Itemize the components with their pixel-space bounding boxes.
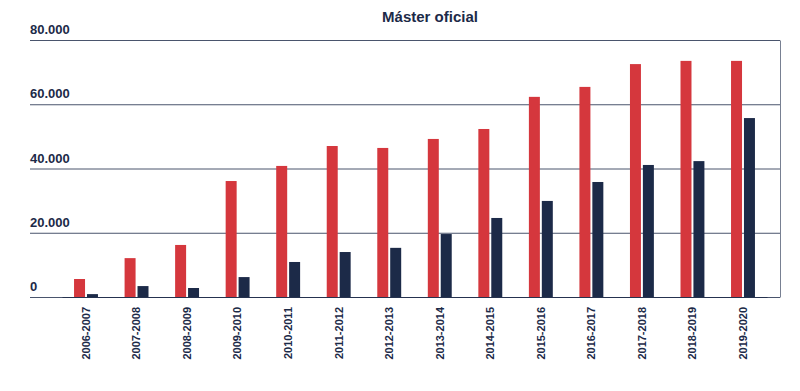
bar [478,129,489,297]
bar [138,286,149,297]
x-tick: 2013-2014 [434,297,446,360]
y-tick-label: 0 [30,279,37,294]
bar [125,258,136,297]
x-tick: 2014-2015 [484,297,496,360]
y-tick: 40.000 [30,151,780,170]
x-tick: 2019-2020 [737,297,749,360]
x-tick: 2017-2018 [636,297,648,360]
x-tick: 2018-2019 [686,297,698,360]
x-tick: 2006-2007 [80,297,92,360]
x-tick-label: 2013-2014 [434,306,446,359]
x-tick-label: 2016-2017 [585,307,597,360]
x-axis: 2006-2007 2007-2008 2008-2009 2009-2010 2010… [63,297,768,360]
y-tick-label: 80.000 [30,22,70,37]
x-tick-label: 2017-2018 [636,307,648,360]
bar [87,294,98,297]
y-tick-label: 60.000 [30,86,70,101]
chart: Máster oficial 0 20.000 40.000 60.000 80.000 2… [0,0,800,391]
x-tick: 2015-2016 [535,297,547,360]
x-tick-label: 2010-2011 [282,307,294,359]
x-tick-label: 2018-2019 [686,307,698,360]
x-tick: 2016-2017 [585,297,597,360]
bar [377,148,388,297]
grid-line [30,233,780,234]
bar [226,181,237,297]
bar [74,279,85,297]
bar [542,201,553,297]
bar [289,262,300,297]
y-axis: 0 20.000 40.000 60.000 80.000 [30,22,781,298]
series [87,118,755,297]
bar [276,166,287,297]
title: Máster oficial [382,8,478,25]
bar [327,146,338,297]
x-tick-label: 2012-2013 [383,307,395,360]
y-tick: 0 [30,279,780,298]
x-tick: 2008-2009 [181,297,193,360]
bar [529,97,540,297]
x-tick: 2009-2010 [231,297,243,360]
bar [731,61,742,297]
y-tick-label: 40.000 [30,151,70,166]
bar [744,118,755,297]
bar [630,64,641,297]
x-tick-label: 2011-2012 [333,307,345,359]
x-tick-label: 2009-2010 [231,307,243,360]
bar [441,234,452,297]
x-tick-label: 2007-2008 [130,307,142,360]
x-tick-label: 2008-2009 [181,307,193,360]
bar [491,218,502,297]
grid-line [30,169,780,170]
bar [175,245,186,297]
x-tick-label: 2014-2015 [484,307,496,360]
bar [693,161,704,297]
grid-line [30,297,780,298]
x-tick: 2012-2013 [383,297,395,360]
x-tick: 2011-2012 [333,297,345,359]
bar [643,165,654,297]
bar [579,87,590,297]
y-tick: 20.000 [30,215,780,234]
bar [680,61,691,297]
x-tick-label: 2019-2020 [737,307,749,360]
bar [390,248,401,297]
series [74,61,742,297]
y-tick-label: 20.000 [30,215,70,230]
x-axis-line [63,297,768,298]
bars [74,61,755,297]
grid-line [30,104,780,105]
bar [239,277,250,297]
bar [428,139,439,297]
x-tick-label: 2015-2016 [535,307,547,360]
bar [188,288,199,297]
bar [340,252,351,297]
y-axis-line [780,41,781,298]
x-tick-label: 2006-2007 [80,307,92,360]
grid-line [30,40,780,41]
x-tick: 2007-2008 [130,297,142,360]
bar [592,182,603,297]
y-tick: 80.000 [30,22,780,41]
y-tick: 60.000 [30,86,780,105]
x-tick: 2010-2011 [282,297,294,359]
